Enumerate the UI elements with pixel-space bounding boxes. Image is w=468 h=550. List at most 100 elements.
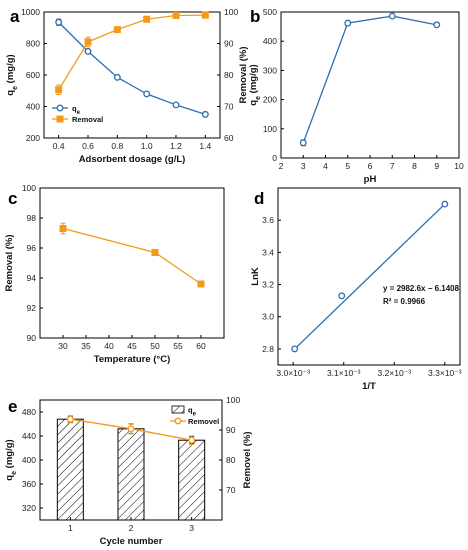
panel-a-xtick: 1.4 (199, 141, 211, 151)
panel-e-ytick-left: 360 (22, 479, 36, 489)
panel-e-xlabel: Cycle number (100, 536, 163, 547)
panel-b-point (388, 12, 396, 20)
legend-label: qe (188, 406, 197, 418)
panel-d-point (441, 200, 449, 208)
legend-label: Removel (188, 417, 219, 426)
panel-b-xtick: 7 (390, 161, 395, 171)
panel-d-equation: y = 2982.6x − 6.1408 (383, 284, 460, 293)
panel-b-xtick: 2 (279, 161, 284, 171)
panel-e-line-point (66, 415, 74, 423)
panel-a-ytick-right: 80 (224, 70, 234, 80)
panel-c-point (197, 280, 205, 288)
panel-d-frame (277, 187, 461, 366)
panel-b-xtick: 3 (301, 161, 306, 171)
panel-a-ytick-right: 60 (224, 133, 234, 143)
panel-c-point (59, 225, 67, 232)
panel-e-line-point (127, 425, 135, 433)
panel-a-point (84, 47, 92, 55)
panel-a-ylabel-left: qe (mg/g) (5, 54, 19, 95)
panel-d-ytick: 3.4 (262, 247, 274, 257)
panel-a-xtick: 0.4 (53, 141, 65, 151)
panel-a-xlabel: Adsorbent dosage (g/L) (79, 154, 186, 165)
panel-c-xtick: 40 (104, 341, 114, 351)
panel-b-point (299, 139, 307, 147)
panel-c-xtick: 45 (127, 341, 137, 351)
panel-a-point (84, 38, 92, 46)
panel-b-xlabel: pH (364, 174, 377, 185)
panel-c-xtick: 35 (81, 341, 91, 351)
panel-e-letter: e (8, 397, 17, 416)
panel-b-ytick: 0 (272, 153, 277, 163)
legend-marker (56, 115, 64, 123)
panel-b-ytick: 100 (263, 124, 277, 134)
panel-c-ytick: 94 (27, 273, 37, 283)
panel-e-ytick-right: 90 (226, 425, 236, 435)
panel-a-ytick-left: 600 (26, 70, 40, 80)
panel-e-xtick: 1 (68, 523, 73, 533)
panel-d-ytick: 2.8 (262, 344, 274, 354)
panel-a-series-line (58, 21, 206, 115)
panel-d-fit-line (294, 203, 446, 350)
panel-b-xtick: 10 (454, 161, 464, 171)
panel-b-ytick: 500 (263, 7, 277, 17)
panel-b-letter: b (250, 7, 260, 26)
panel-e-ytick-left: 440 (22, 431, 36, 441)
panel-b-xtick: 4 (323, 161, 328, 171)
panel-b-frame (280, 11, 460, 159)
panel-d-xlabel: 1/T (362, 381, 376, 392)
panel-c-ytick: 96 (27, 243, 37, 253)
panel-c-ytick: 92 (27, 303, 37, 313)
panel-a-point (113, 73, 121, 81)
panel-a-letter: a (10, 7, 20, 26)
panel-a-xtick: 0.8 (111, 141, 123, 151)
panel-c-ylabel: Removal (%) (4, 234, 15, 291)
panel-c-ytick: 98 (27, 213, 37, 223)
panel-b-ytick: 200 (263, 95, 277, 105)
panel-e-bar (117, 428, 145, 521)
panel-a-point (201, 11, 209, 19)
panel-c-point (151, 249, 159, 256)
panel-e-ylabel-right: Removel (%) (242, 431, 253, 488)
panel-a-ytick-left: 200 (26, 133, 40, 143)
panel-e-ylabel-left: qe (mg/g) (4, 439, 18, 480)
panel-d-ytick: 3.6 (262, 215, 274, 225)
panel-a-point (113, 26, 121, 34)
panel-e-ytick-right: 70 (226, 485, 236, 495)
panel-e-ytick-left: 320 (22, 503, 36, 513)
panel-c-xlabel: Temperature (°C) (94, 354, 170, 365)
panel-b-xtick: 8 (412, 161, 417, 171)
legend-label: Removal (72, 115, 103, 124)
panel-a-ytick-right: 90 (224, 39, 234, 49)
panel-a-ylabel-right: Removal (%) (238, 46, 249, 103)
panel-a-ytick-left: 800 (26, 39, 40, 49)
panel-a-xtick: 0.6 (82, 141, 94, 151)
panel-e-bar (56, 418, 84, 521)
panel-b-series-line (302, 15, 437, 144)
panel-d-ytick: 3.0 (262, 312, 274, 322)
panel-a-point (143, 15, 151, 23)
panel-a-ytick-right: 70 (224, 102, 234, 112)
panel-a-xtick: 1.0 (141, 141, 153, 151)
panel-d-point (338, 292, 346, 300)
panel-c-xtick: 30 (58, 341, 68, 351)
panel-a-point (55, 18, 63, 26)
panel-b-ylabel: qe (mg/g) (248, 64, 262, 105)
panel-d-r2: R² = 0.9966 (383, 297, 426, 306)
panel-a-point (172, 11, 180, 19)
panel-a-frame (43, 11, 221, 139)
panel-d-letter: d (254, 189, 264, 208)
panel-a-xtick: 1.2 (170, 141, 182, 151)
panel-e-xtick: 3 (189, 523, 194, 533)
panel-b-point (344, 19, 352, 27)
panel-b-ytick: 400 (263, 36, 277, 46)
panel-e-ytick-left: 480 (22, 407, 36, 417)
panel-b-point (433, 21, 441, 29)
panel-e-ytick-right: 80 (226, 455, 236, 465)
panel-c-letter: c (8, 189, 17, 208)
panel-a-point (143, 90, 151, 98)
panel-a-ytick-left: 400 (26, 102, 40, 112)
panel-c-ytick: 90 (27, 333, 37, 343)
panel-c-ytick: 100 (22, 183, 36, 193)
panel-b-xtick: 6 (368, 161, 373, 171)
